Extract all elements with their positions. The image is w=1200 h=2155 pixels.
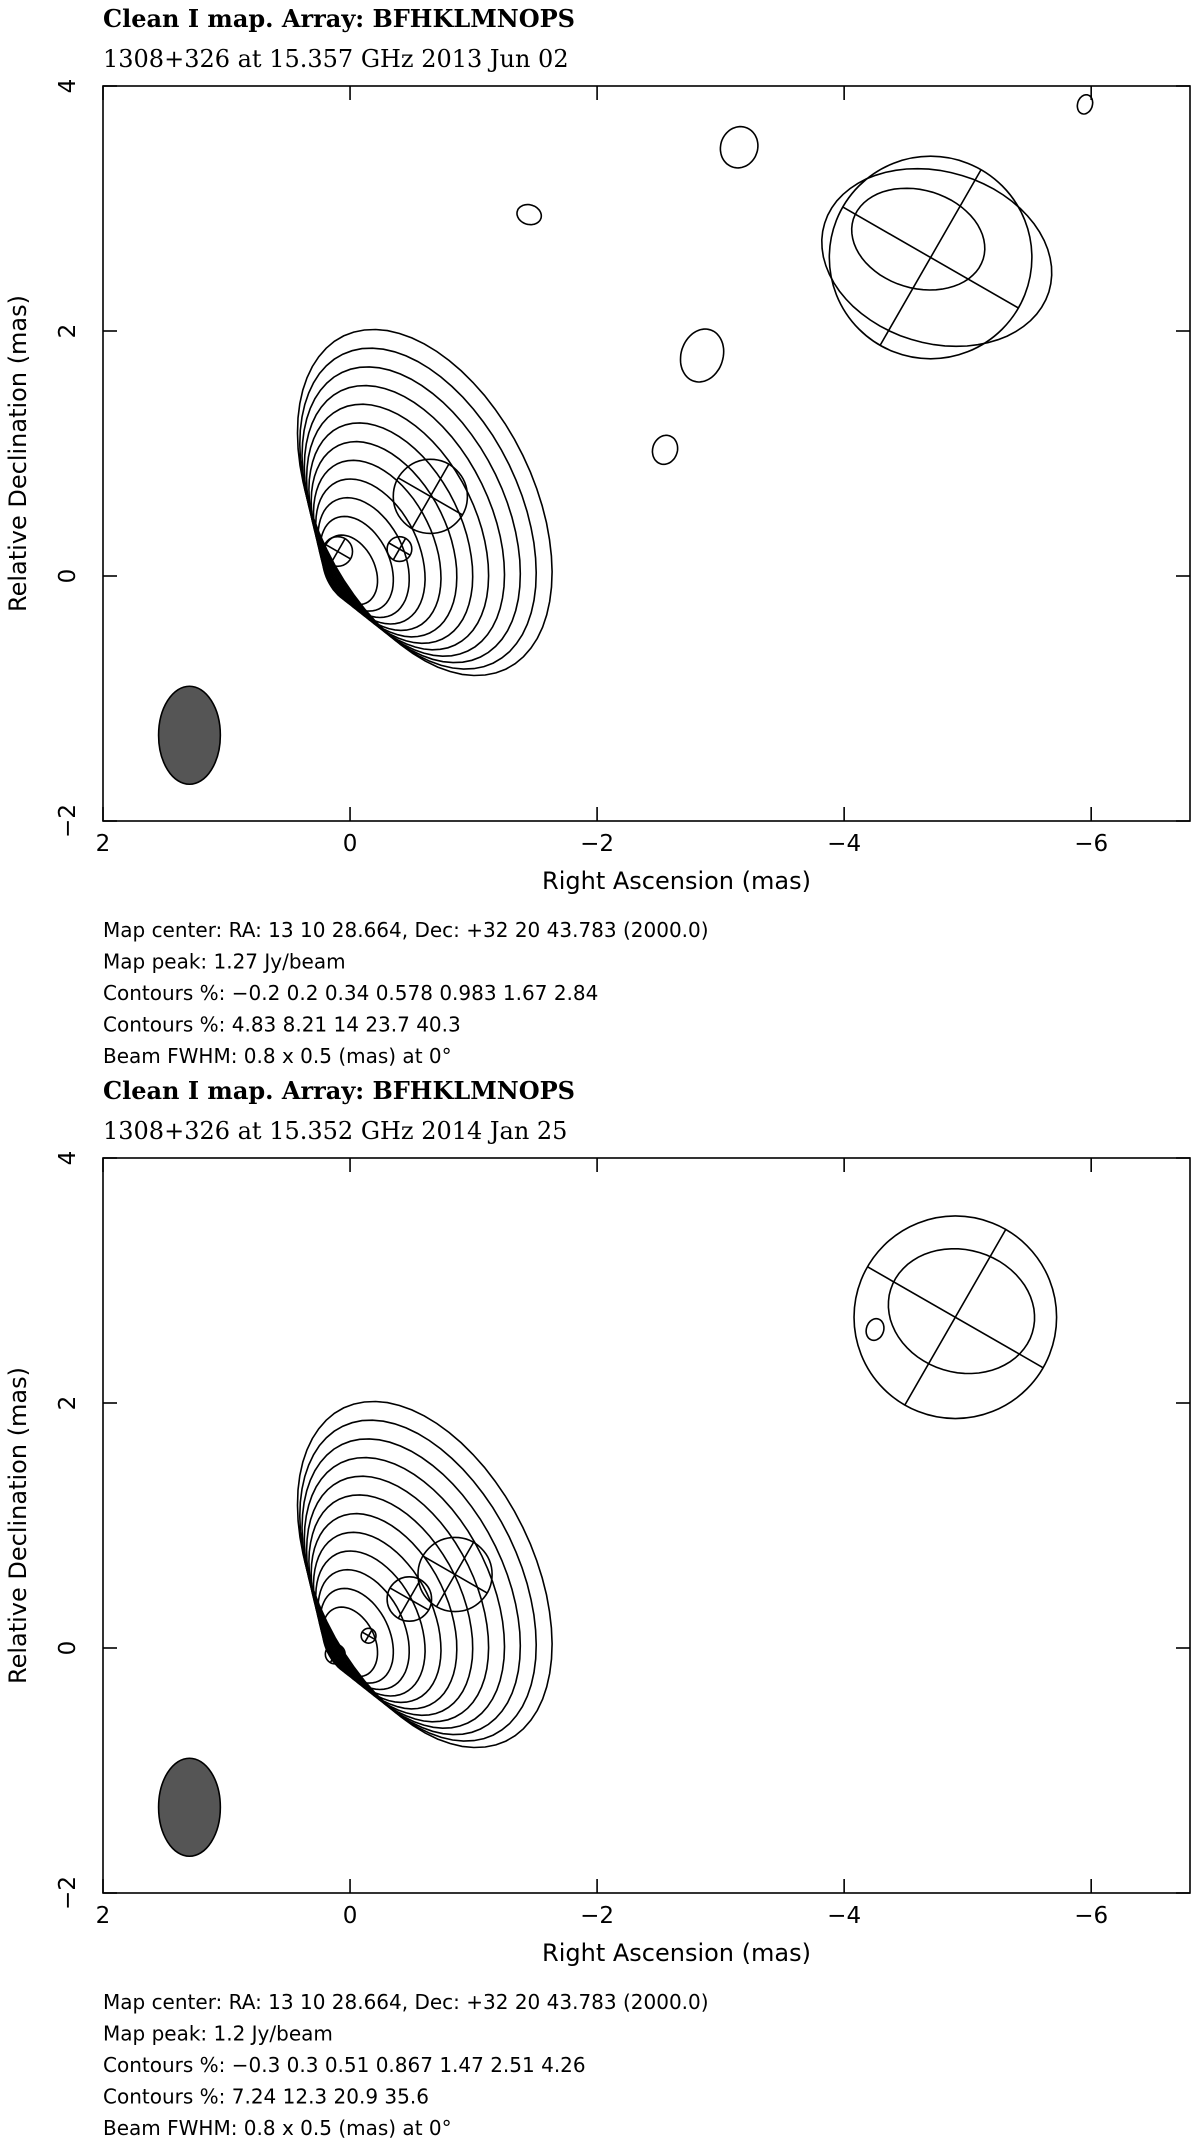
contour <box>303 1456 506 1730</box>
beam <box>157 685 222 786</box>
map-note: Map peak: 1.2 Jy/beam <box>103 2022 333 2046</box>
contour <box>305 1475 490 1723</box>
contour <box>314 478 426 625</box>
contour <box>865 1317 885 1342</box>
chart-subtitle: 1308+326 at 15.352 GHz 2014 Jan 25 <box>103 1117 567 1145</box>
x-tick-label: −4 <box>827 1903 861 1929</box>
component-axis <box>879 168 982 347</box>
x-tick-label: −6 <box>1074 1903 1108 1929</box>
y-tick-label: 2 <box>55 1396 81 1411</box>
component-axis <box>411 463 450 530</box>
x-tick-label: −2 <box>580 1903 614 1929</box>
contour <box>296 1400 553 1749</box>
chart-title: Clean I map. Array: BFHKLMNOPS <box>103 1076 575 1105</box>
component <box>386 1575 433 1623</box>
component <box>417 1536 493 1613</box>
component <box>853 1215 1058 1420</box>
chart-subtitle: 1308+326 at 15.357 GHz 2013 Jun 02 <box>103 45 569 73</box>
map-note: Contours %: −0.2 0.2 0.34 0.578 0.983 1.… <box>103 981 598 1005</box>
x-axis-label: Right Ascension (mas) <box>542 1939 811 1967</box>
x-tick-label: 0 <box>343 831 358 857</box>
contour <box>301 366 522 664</box>
x-axis-label: Right Ascension (mas) <box>542 867 811 895</box>
map-note: Map center: RA: 13 10 28.664, Dec: +32 2… <box>103 918 709 942</box>
contour <box>516 203 543 226</box>
contour <box>310 1512 458 1710</box>
x-tick-label: −2 <box>580 831 614 857</box>
contour <box>679 328 725 383</box>
contour <box>305 403 490 651</box>
x-tick-label: −6 <box>1074 831 1108 857</box>
component-axis <box>329 538 346 565</box>
contour <box>308 1494 474 1717</box>
map-note: Map peak: 1.27 Jy/beam <box>103 950 346 974</box>
contour <box>651 434 679 466</box>
component <box>360 1627 377 1644</box>
component <box>386 535 413 563</box>
contour <box>1076 94 1094 115</box>
contour <box>312 459 442 632</box>
contour <box>301 1438 522 1736</box>
contour <box>310 440 458 638</box>
x-tick-label: −4 <box>827 831 861 857</box>
contour <box>303 384 506 658</box>
y-axis-label: Relative Declination (mas) <box>4 1367 32 1684</box>
y-tick-label: 0 <box>55 1641 81 1656</box>
component-axis <box>364 1628 373 1643</box>
map-note: Contours %: 4.83 8.21 14 23.7 40.3 <box>103 1013 461 1037</box>
chart-title: Clean I map. Array: BFHKLMNOPS <box>103 4 575 33</box>
y-tick-label: −2 <box>55 804 81 838</box>
plot-frame <box>102 1157 1191 1894</box>
contour <box>887 1248 1036 1375</box>
component <box>828 155 1033 360</box>
component-axis <box>903 1228 1007 1406</box>
component-axis <box>397 1579 422 1619</box>
x-tick-label: 2 <box>96 831 111 857</box>
y-tick-label: −2 <box>55 1876 81 1910</box>
beam <box>157 1757 222 1858</box>
plot-frame <box>102 85 1191 822</box>
map-note: Map center: RA: 13 10 28.664, Dec: +32 2… <box>103 1990 709 2014</box>
contour <box>820 167 1053 348</box>
contour <box>296 328 553 677</box>
contour <box>298 1419 538 1742</box>
component <box>322 535 354 568</box>
contour <box>314 1550 426 1697</box>
contour <box>719 125 759 169</box>
x-tick-label: 0 <box>343 1903 358 1929</box>
y-tick-label: 4 <box>55 79 81 94</box>
map-note: Beam FWHM: 0.8 x 0.5 (mas) at 0° <box>103 2116 452 2140</box>
contour <box>312 1531 442 1704</box>
component-axis <box>392 537 407 561</box>
component <box>324 1643 346 1665</box>
component-axis <box>435 1541 475 1608</box>
map-note: Beam FWHM: 0.8 x 0.5 (mas) at 0° <box>103 1044 452 1068</box>
y-tick-label: 4 <box>55 1151 81 1166</box>
component <box>392 458 469 535</box>
contour <box>308 422 474 645</box>
contour <box>298 347 538 670</box>
component-axis <box>329 1645 341 1664</box>
map-note: Contours %: −0.3 0.3 0.51 0.867 1.47 2.5… <box>103 2053 586 2077</box>
y-tick-label: 0 <box>55 569 81 584</box>
map-note: Contours %: 7.24 12.3 20.9 35.6 <box>103 2085 429 2109</box>
x-tick-label: 2 <box>96 1903 111 1929</box>
contour <box>850 187 986 291</box>
y-tick-label: 2 <box>55 324 81 339</box>
y-axis-label: Relative Declination (mas) <box>4 295 32 612</box>
